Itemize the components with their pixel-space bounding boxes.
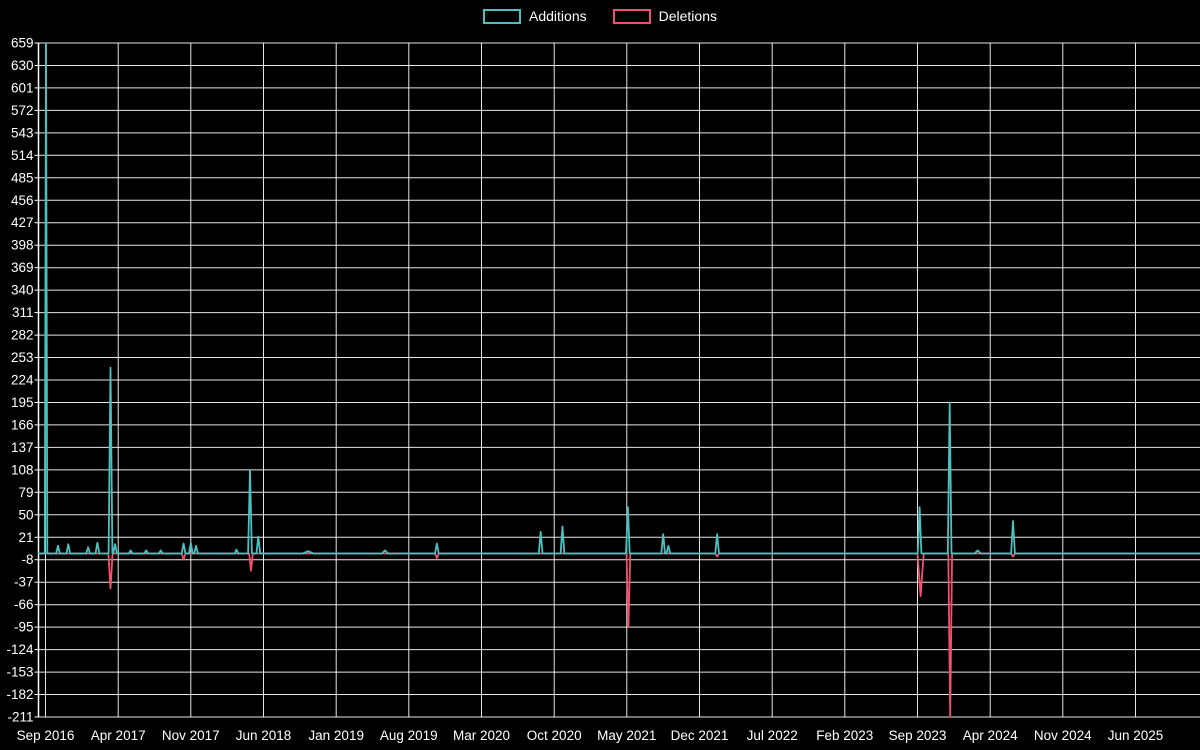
y-tick-label: 485 [11,170,34,185]
y-tick-label: 282 [11,328,34,343]
x-tick-label: Sep 2016 [17,728,75,743]
x-tick-label: Jul 2022 [747,728,798,743]
y-tick-label: -211 [7,710,33,725]
additions-swatch [483,8,522,24]
y-tick-label: -95 [14,620,34,635]
x-tick-label: Dec 2021 [671,728,729,743]
y-tick-label: 398 [11,238,34,253]
deletions-swatch [612,8,651,24]
y-tick-label: -153 [6,665,33,680]
x-tick-label: Nov 2017 [162,728,220,743]
legend-label-additions: Additions [529,8,587,24]
x-tick-label: Apr 2017 [91,728,146,743]
x-tick-label: Sep 2023 [889,728,947,743]
y-tick-label: 427 [11,215,34,230]
y-tick-label: 514 [11,148,34,163]
x-tick-label: Jun 2025 [1108,728,1164,743]
y-tick-label: 50 [18,507,33,522]
y-tick-label: 195 [11,395,34,410]
legend-item-deletions[interactable]: Deletions [612,8,717,24]
y-tick-label: 108 [11,462,34,477]
y-tick-label: 137 [11,440,34,455]
x-tick-label: Feb 2023 [816,728,873,743]
x-tick-label: Apr 2024 [963,728,1018,743]
y-tick-label: 79 [18,485,33,500]
x-tick-label: May 2021 [597,728,656,743]
x-tick-label: Mar 2020 [453,728,510,743]
y-tick-label: 340 [11,283,34,298]
y-tick-label: 543 [11,125,34,140]
x-tick-label: Nov 2024 [1034,728,1092,743]
y-tick-label: 224 [11,373,34,388]
x-tick-label: Aug 2019 [380,728,438,743]
y-tick-label: 166 [11,417,34,432]
legend-label-deletions: Deletions [658,8,717,24]
y-tick-label: 456 [11,193,34,208]
y-tick-label: 572 [11,103,34,118]
y-tick-label: -8 [21,552,33,567]
y-tick-label: 601 [11,80,34,95]
y-tick-label: 369 [11,260,34,275]
x-tick-label: Jan 2019 [308,728,364,743]
legend-item-additions[interactable]: Additions [483,8,587,24]
x-tick-label: Oct 2020 [527,728,582,743]
chart-legend: Additions Deletions [0,8,1200,24]
y-tick-label: -37 [14,575,34,590]
y-tick-label: -182 [6,687,33,702]
y-tick-label: 21 [18,530,33,545]
series-line-deletions [37,552,1200,718]
y-tick-label: -66 [14,597,34,612]
y-tick-label: 253 [11,350,34,365]
x-tick-label: Jun 2018 [236,728,292,743]
series-line-additions [37,42,1200,555]
y-tick-label: 659 [11,36,34,51]
y-tick-label: 630 [11,58,34,73]
y-tick-label: -124 [6,642,34,657]
y-tick-label: 311 [12,305,34,320]
